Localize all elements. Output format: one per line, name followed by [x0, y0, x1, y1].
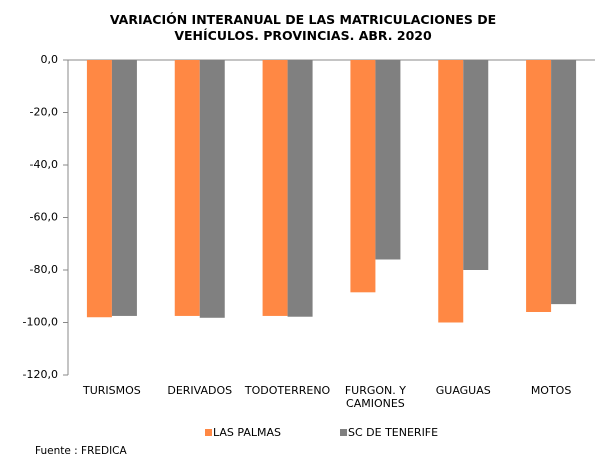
bar — [287, 60, 313, 317]
chart-title: VARIACIÓN INTERANUAL DE LAS MATRICULACIO… — [109, 12, 497, 43]
bar — [375, 60, 401, 260]
x-tick-label: MOTOS — [530, 384, 572, 397]
y-tick-label: -40,0 — [30, 158, 58, 171]
bar — [551, 60, 577, 305]
y-tick-label: -120,0 — [23, 368, 58, 381]
bar — [111, 60, 137, 316]
bar — [463, 60, 489, 270]
source: Fuente : FREDICA — [35, 445, 127, 457]
legend-swatch — [205, 429, 212, 436]
bar — [86, 60, 112, 318]
legend-swatch — [340, 429, 347, 436]
x-tick-label: FURGON. Y CAMIONES — [344, 384, 406, 410]
bar — [174, 60, 200, 316]
bar — [199, 60, 225, 318]
x-tick-label: GUAGUAS — [435, 384, 491, 397]
legend-label: SC DE TENERIFE — [348, 426, 438, 439]
y-tick-label: -100,0 — [23, 316, 58, 329]
y-tick-label: -80,0 — [30, 263, 58, 276]
bar — [438, 60, 464, 323]
y-tick-label: 0,0 — [41, 53, 59, 66]
x-tick-label: DERIVADOS — [167, 384, 233, 397]
y-tick-label: -20,0 — [30, 106, 58, 119]
y-tick-label: -60,0 — [30, 211, 58, 224]
bar — [262, 60, 288, 316]
bar — [350, 60, 376, 293]
legend-label: LAS PALMAS — [213, 426, 281, 439]
x-tick-label: TODOTERRENO — [244, 384, 331, 397]
x-tick-label: TURISMOS — [83, 384, 141, 397]
bar — [526, 60, 552, 312]
